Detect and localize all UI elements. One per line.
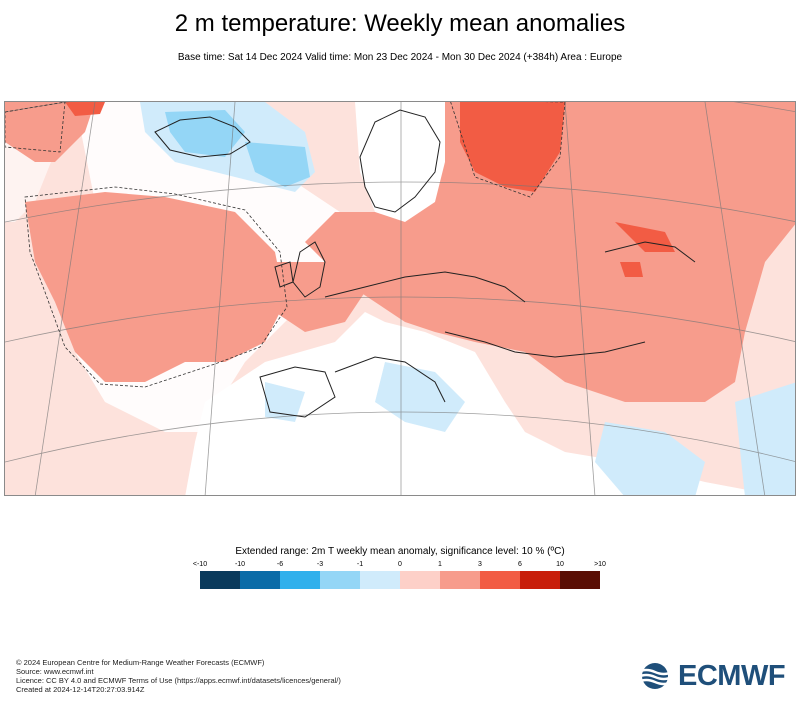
footer-credits: © 2024 European Centre for Medium-Range … <box>16 658 341 694</box>
chart-subtitle: Base time: Sat 14 Dec 2024 Valid time: M… <box>177 52 623 63</box>
warm-anomaly-eastern-europe <box>305 102 795 402</box>
footer-created: Created at 2024-12-14T20:27:03.914Z <box>16 685 145 694</box>
ecmwf-logo: ECMWF <box>636 660 786 692</box>
coast-scandinavia <box>359 109 441 213</box>
legend-swatch-7 <box>480 571 520 589</box>
coast-caspian <box>604 241 696 263</box>
coastlines <box>154 109 696 418</box>
cold-anomaly-italy <box>375 362 465 432</box>
legend-tick-label: 3 <box>478 561 482 568</box>
footer-source: Source: www.ecmwf.int <box>16 667 94 676</box>
cold-anomaly-southeast <box>735 382 795 495</box>
coast-black-sea <box>444 331 646 358</box>
warm-anomaly-atlantic <box>25 192 285 382</box>
legend-tick-label: -10 <box>234 561 246 568</box>
legend-tick-label: -6 <box>276 561 284 568</box>
coast-iberia <box>259 366 336 418</box>
cold-anomaly-iceland <box>165 110 245 157</box>
cold-anomaly-middle-east <box>595 422 705 495</box>
warm-anomaly-british-isles <box>265 262 365 332</box>
legend-tick-label: >10 <box>594 561 606 568</box>
legend-swatch-8 <box>520 571 560 589</box>
cold-anomaly-norwegian-sea <box>245 142 310 187</box>
warm-anomaly-caspian-core <box>620 262 643 277</box>
legend-tick-label: 10 <box>556 561 564 568</box>
legend-colorbar <box>200 571 600 589</box>
legend-ticks: <-10 -10 -6 -3 -1 0 1 3 6 10 >10 <box>193 561 606 571</box>
legend-swatch-0 <box>200 571 240 589</box>
cold-anomaly-iberia <box>265 382 305 422</box>
legend-swatch-9 <box>560 571 600 589</box>
legend-swatch-2 <box>280 571 320 589</box>
footer-licence: Licence: CC BY 4.0 and ECMWF Terms of Us… <box>16 676 341 685</box>
coast-north-sea-baltic <box>324 271 526 303</box>
coast-ireland <box>274 261 294 288</box>
legend-swatch-3 <box>320 571 360 589</box>
footer-copyright: © 2024 European Centre for Medium-Range … <box>16 658 265 667</box>
legend-swatch-6 <box>440 571 480 589</box>
map-graticule <box>5 102 795 495</box>
legend-tick-label: 6 <box>518 561 522 568</box>
coast-iceland <box>154 116 251 158</box>
warm-anomaly-north-atlantic-core <box>65 102 105 116</box>
legend-swatch-4 <box>360 571 400 589</box>
coast-france-italy <box>334 356 446 403</box>
legend-tick-label: 1 <box>438 561 442 568</box>
anomaly-map <box>4 101 796 496</box>
ecmwf-logo-icon <box>637 663 673 689</box>
legend-tick-label: <-10 <box>192 561 208 568</box>
map-svg <box>5 102 795 495</box>
chart-title: 2 m temperature: Weekly mean anomalies <box>174 10 626 37</box>
legend-tick-label: -3 <box>316 561 324 568</box>
neutral-area-mediterranean <box>185 312 775 495</box>
legend-swatch-5 <box>400 571 440 589</box>
legend-title: Extended range: 2m T weekly mean anomaly… <box>235 546 565 557</box>
significance-contours <box>5 102 566 388</box>
legend-swatch-1 <box>240 571 280 589</box>
legend-tick-label: 0 <box>398 561 402 568</box>
ecmwf-logo-text: ECMWF <box>678 659 786 692</box>
warm-anomaly-russia-core <box>460 102 565 192</box>
legend-tick-label: -1 <box>356 561 364 568</box>
warm-anomaly-north-atlantic <box>5 102 95 162</box>
